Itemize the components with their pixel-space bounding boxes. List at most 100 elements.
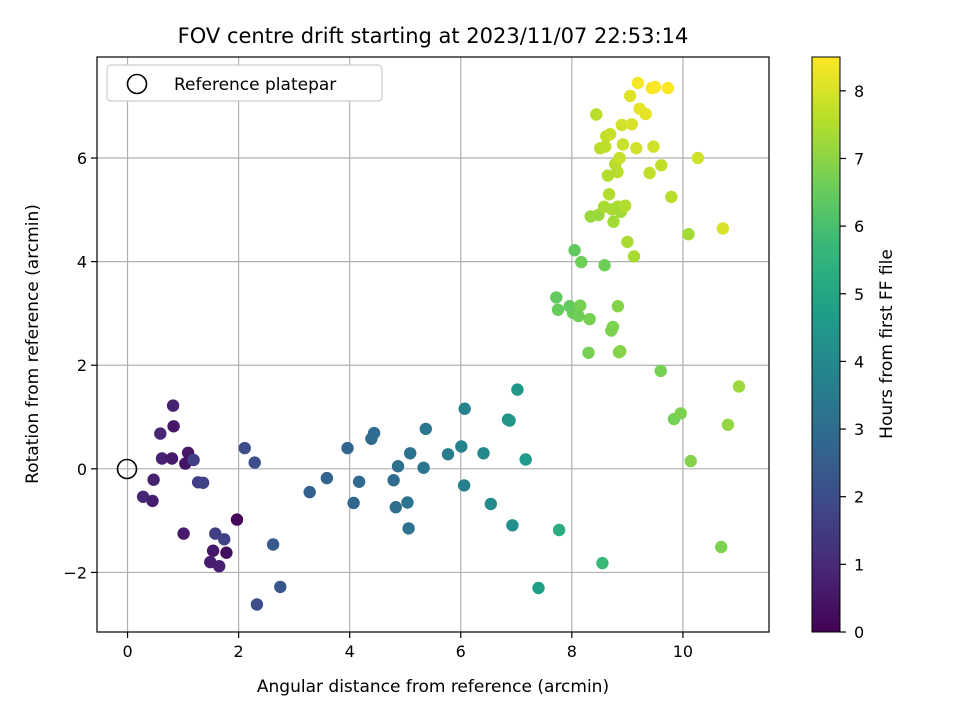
data-point [230, 513, 244, 526]
colorbar-label: Hours from first FF file [877, 249, 897, 439]
data-point [596, 556, 609, 570]
data-point [341, 441, 354, 455]
legend: Reference platepar [106, 64, 383, 102]
data-point [484, 497, 497, 511]
data-point [401, 496, 414, 509]
y-axis-ticks: −2 0 2 4 6 [63, 149, 97, 582]
data-point [607, 215, 620, 228]
data-point [457, 479, 471, 492]
colorbar-tick-label: 7 [854, 149, 864, 168]
plot-area [97, 57, 769, 632]
data-point [552, 523, 566, 537]
data-point [691, 151, 705, 165]
data-point [611, 300, 625, 313]
data-point [665, 190, 678, 204]
x-axis-label: Angular distance from reference (arcmin) [257, 677, 609, 697]
data-point [196, 476, 210, 489]
data-point [220, 546, 233, 559]
y-tick-label: 0 [77, 460, 87, 479]
data-point [598, 259, 611, 272]
colorbar-tick-label: 4 [854, 352, 864, 371]
data-point [511, 383, 524, 396]
data-point [387, 474, 400, 487]
data-point [532, 581, 545, 595]
colorbar-tick-label: 6 [854, 217, 864, 236]
data-point [614, 345, 627, 358]
data-point [347, 496, 360, 510]
data-point [238, 441, 251, 455]
data-point [154, 427, 167, 440]
y-tick-label: −2 [63, 563, 87, 582]
x-tick-label: 2 [234, 642, 244, 661]
y-axis-label: Rotation from reference (arcmin) [23, 204, 43, 484]
data-points [136, 76, 746, 611]
data-point [575, 255, 588, 269]
data-point [611, 165, 624, 179]
reference-platepar-marker [116, 458, 138, 480]
data-point [661, 81, 675, 95]
data-point [177, 527, 190, 540]
data-point [391, 460, 405, 473]
data-point [367, 426, 381, 440]
y-tick-label: 4 [77, 253, 87, 272]
data-point [732, 380, 746, 393]
data-point [187, 453, 200, 467]
data-point [551, 303, 565, 316]
data-point [627, 250, 641, 263]
data-point [624, 89, 637, 103]
data-point [503, 414, 516, 427]
colorbar-tick-label: 0 [854, 623, 864, 642]
legend-label-reference: Reference platepar [174, 75, 336, 95]
data-point [721, 418, 735, 431]
data-point [165, 452, 179, 465]
data-point [417, 461, 430, 474]
data-point [477, 447, 490, 460]
data-point [647, 140, 660, 153]
data-point [682, 228, 695, 241]
data-point [248, 456, 261, 469]
x-tick-label: 4 [345, 642, 355, 661]
data-point [715, 540, 728, 554]
y-tick-label: 6 [77, 149, 87, 168]
data-point [599, 140, 612, 153]
grid-lines [97, 57, 769, 632]
x-tick-label: 10 [673, 642, 693, 661]
data-point [550, 291, 563, 304]
data-point [506, 519, 519, 532]
data-point [209, 527, 222, 540]
plot-frame [96, 56, 770, 633]
legend-marker-reference [126, 73, 148, 95]
colorbar-tick-label: 8 [854, 82, 864, 101]
data-point [601, 169, 615, 182]
data-point [631, 76, 645, 90]
data-point [404, 447, 417, 460]
colorbar-tick-label: 2 [854, 488, 864, 507]
data-point [590, 108, 603, 121]
data-point [583, 312, 596, 326]
data-point [147, 473, 160, 486]
data-point [625, 118, 638, 131]
data-point [146, 494, 159, 508]
data-point [389, 501, 402, 514]
data-point [619, 199, 632, 212]
data-point [655, 159, 668, 172]
x-tick-label: 0 [122, 642, 132, 661]
colorbar-tick-label: 5 [854, 285, 864, 304]
data-point [630, 142, 643, 155]
data-point [613, 151, 626, 165]
data-point [155, 452, 169, 465]
data-point [218, 533, 231, 546]
data-point [166, 399, 180, 412]
data-point [303, 485, 316, 499]
y-tick-label: 2 [77, 356, 87, 375]
colorbar-tick-label: 3 [854, 420, 864, 439]
data-point [320, 471, 334, 485]
data-point [455, 440, 468, 453]
data-point [606, 320, 620, 334]
data-point [643, 166, 656, 180]
data-point [602, 188, 616, 201]
data-point [266, 538, 280, 551]
x-tick-label: 6 [456, 642, 466, 661]
legend-box [106, 64, 383, 102]
